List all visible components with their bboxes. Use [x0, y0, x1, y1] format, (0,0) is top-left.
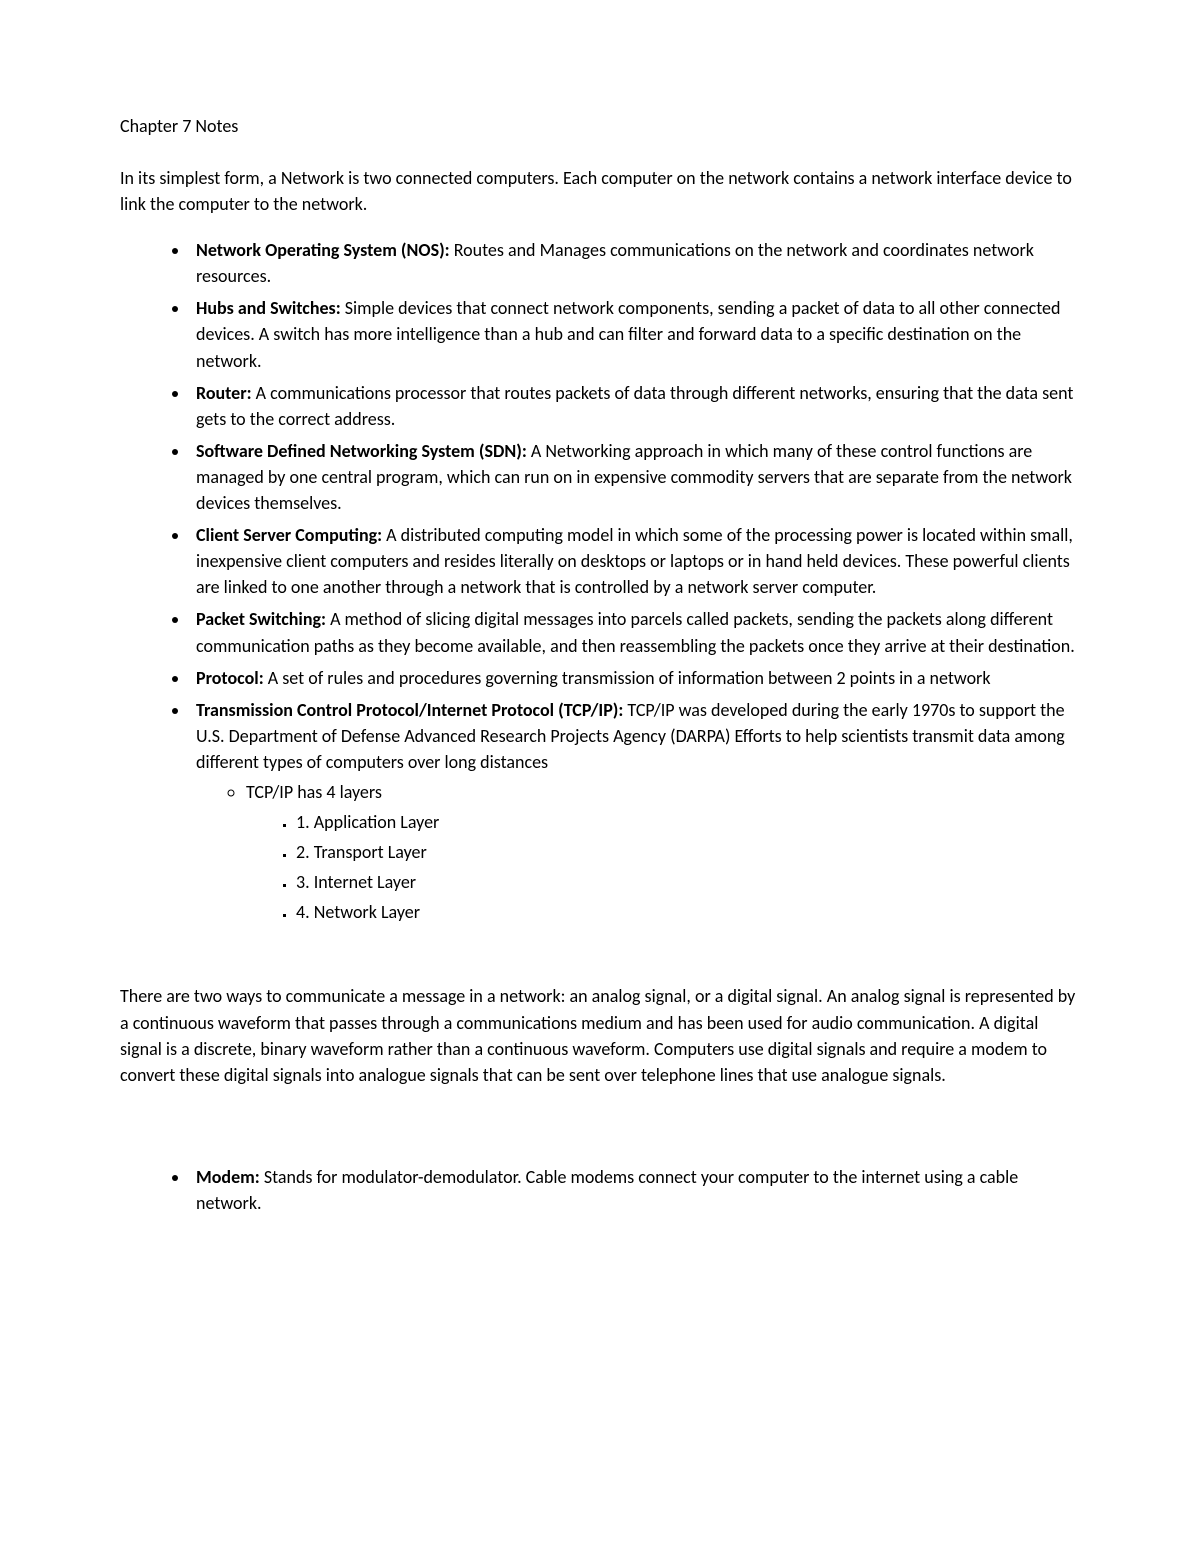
tcpip-layers-heading: TCP/IP has 4 layers: [246, 781, 382, 803]
layer-item: 3. Internet Layer: [296, 869, 1080, 895]
term-label: Network Operating System (NOS):: [196, 239, 450, 261]
term-label: Transmission Control Protocol/Internet P…: [196, 699, 623, 721]
term-label: Hubs and Switches:: [196, 297, 341, 319]
term-label: Packet Switching:: [196, 608, 326, 630]
list-item: Hubs and Switches: Simple devices that c…: [190, 295, 1080, 373]
layer-item: 4. Network Layer: [296, 899, 1080, 925]
tcpip-sublist: TCP/IP has 4 layers 1. Application Layer…: [196, 779, 1080, 925]
list-item: Protocol: A set of rules and procedures …: [190, 665, 1080, 691]
list-item: Packet Switching: A method of slicing di…: [190, 606, 1080, 658]
layer-item: 2. Transport Layer: [296, 839, 1080, 865]
list-item: Modem: Stands for modulator-demodulator.…: [190, 1164, 1080, 1216]
layer-item: 1. Application Layer: [296, 809, 1080, 835]
tcpip-layers-list: 1. Application Layer 2. Transport Layer …: [246, 809, 1080, 925]
page-title: Chapter 7 Notes: [120, 115, 1080, 137]
term-definition: A method of slicing digital messages int…: [196, 608, 1075, 656]
term-label: Software Defined Networking System (SDN)…: [196, 440, 527, 462]
term-definition: A set of rules and procedures governing …: [264, 667, 991, 689]
document-page: Chapter 7 Notes In its simplest form, a …: [0, 0, 1200, 1553]
list-item: Network Operating System (NOS): Routes a…: [190, 237, 1080, 289]
term-definition: Stands for modulator-demodulator. Cable …: [196, 1166, 1018, 1214]
term-label: Client Server Computing:: [196, 524, 382, 546]
definitions-list: Network Operating System (NOS): Routes a…: [120, 237, 1080, 925]
signals-paragraph: There are two ways to communicate a mess…: [120, 983, 1080, 1087]
list-item: Router: A communications processor that …: [190, 380, 1080, 432]
sub-list-item: TCP/IP has 4 layers 1. Application Layer…: [246, 779, 1080, 925]
term-definition: A communications processor that routes p…: [196, 382, 1073, 430]
list-item: Software Defined Networking System (SDN)…: [190, 438, 1080, 516]
list-item: Client Server Computing: A distributed c…: [190, 522, 1080, 600]
term-label: Modem:: [196, 1166, 260, 1188]
modem-list: Modem: Stands for modulator-demodulator.…: [120, 1164, 1080, 1216]
intro-paragraph: In its simplest form, a Network is two c…: [120, 165, 1080, 217]
term-label: Protocol:: [196, 667, 264, 689]
term-label: Router:: [196, 382, 252, 404]
list-item: Transmission Control Protocol/Internet P…: [190, 697, 1080, 926]
